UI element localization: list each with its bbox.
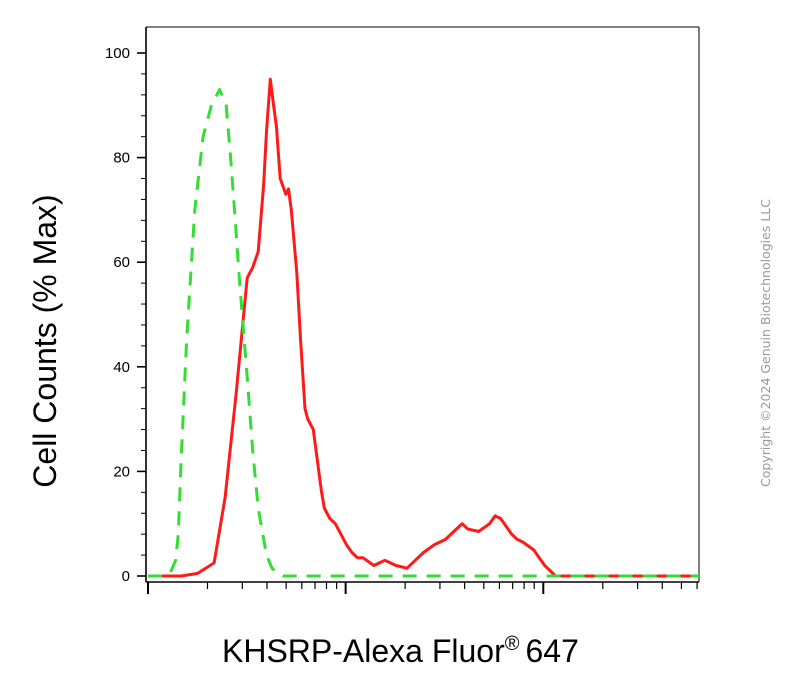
y-tick-label: 80 — [113, 150, 130, 167]
x-axis-title-main: KHSRP-Alexa Fluor — [222, 633, 505, 669]
y-tick-label: 20 — [113, 463, 130, 480]
y-tick-label: 100 — [105, 45, 130, 62]
y-axis-tick-labels: 0 20 40 60 80 100 — [105, 45, 130, 585]
y-tick-label: 0 — [122, 568, 130, 585]
y-tick-label: 60 — [113, 254, 130, 271]
x-axis-title-suffix: 647 — [526, 633, 579, 669]
copyright-watermark: Copyright ©2024 Genuin Biotechnologies L… — [758, 199, 773, 487]
control-histogram-line — [148, 88, 699, 578]
plot-frame — [145, 26, 700, 583]
y-axis-title: Cell Counts (% Max) — [27, 194, 63, 487]
x-axis-title: KHSRP-Alexa Fluor® 647 — [222, 633, 579, 669]
y-axis-ticks — [137, 52, 146, 577]
stained-histogram-line — [148, 77, 699, 578]
registered-mark: ® — [505, 633, 520, 655]
y-tick-label: 40 — [113, 359, 130, 376]
series-layer — [148, 77, 699, 578]
x-axis-ticks — [147, 582, 698, 594]
